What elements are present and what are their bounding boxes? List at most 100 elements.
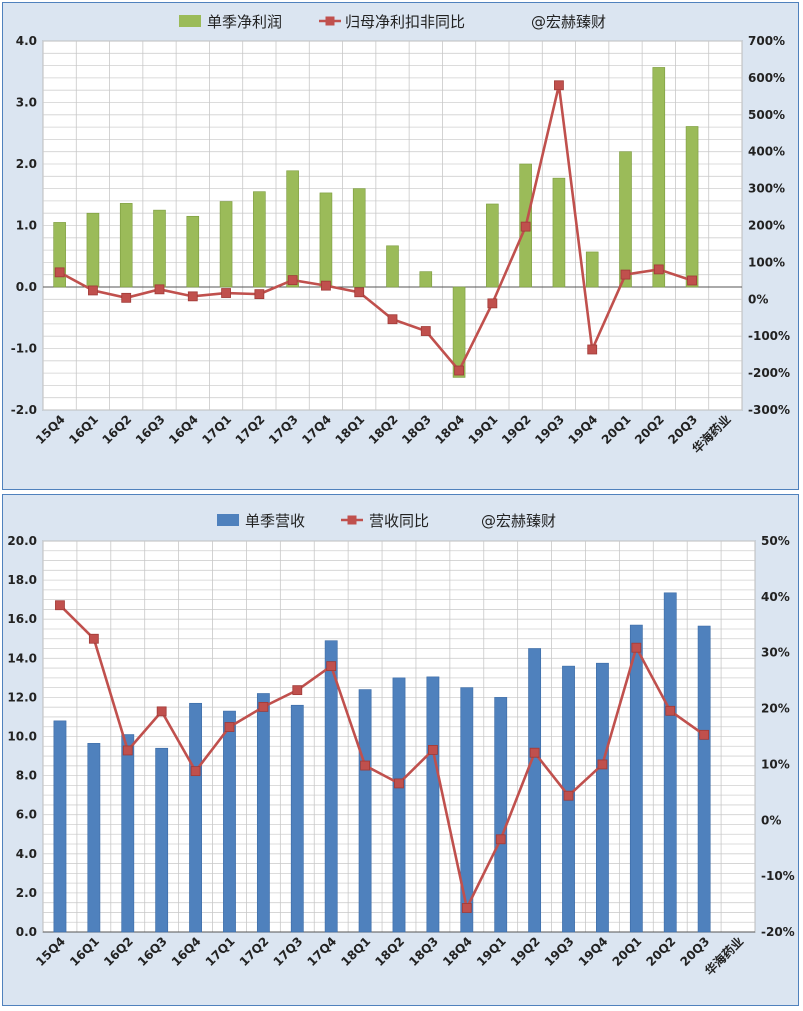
line-marker-20Q1	[620, 269, 631, 280]
bar-17Q2	[253, 191, 266, 288]
profit-chart-panel: 4.0 3.0 2.0 1.0 0.0 -1.0 -2.0 700% 600% 500% 400% 3…	[2, 2, 799, 490]
x-tick-label: 15Q4	[33, 412, 68, 447]
y-left-tick-label: 8.0	[16, 769, 37, 783]
x-tick-label: 17Q1	[203, 934, 238, 969]
line-marker-18Q2	[387, 314, 398, 325]
line-marker-16Q1	[88, 633, 99, 644]
line-marker-17Q4	[326, 661, 337, 672]
y-right-tick-label: 600%	[748, 71, 785, 85]
line-marker-19Q1	[487, 298, 498, 309]
x-tick-label: 17Q4	[304, 934, 339, 969]
line-marker-19Q3	[554, 80, 564, 91]
line-marker-20Q2	[653, 264, 664, 275]
bar-18Q2	[392, 677, 406, 933]
y-left-tick-label: 4.0	[16, 34, 37, 48]
legend-bar-label: 单季净利润	[207, 13, 282, 31]
y-left-tick-label: 12.0	[7, 690, 37, 704]
bar-20Q1	[619, 151, 632, 288]
y-right-tick-label: 50%	[761, 534, 790, 548]
bar-17Q3	[286, 170, 299, 288]
x-tick-label: 17Q2	[233, 412, 268, 447]
bar-16Q3	[155, 747, 169, 933]
line-marker-18Q4	[461, 903, 472, 913]
x-tick-label: 16Q1	[67, 934, 102, 969]
line-marker-17Q3	[292, 685, 303, 696]
x-tick-label: 16Q1	[66, 412, 101, 447]
x-tick-label: 18Q1	[338, 934, 373, 969]
line-marker-18Q3	[420, 326, 431, 336]
bar-20Q2	[652, 67, 666, 288]
profit-chart: 4.0 3.0 2.0 1.0 0.0 -1.0 -2.0 700% 600% 500% 400% 3…	[11, 13, 790, 456]
y-left-tick-label: 1.0	[16, 219, 37, 233]
line-marker-17Q4	[321, 280, 331, 291]
y-right-tick-label: -300%	[748, 403, 790, 417]
bar-16Q3	[153, 209, 166, 288]
y-left-tick-label: 6.0	[16, 808, 37, 822]
bar-16Q2	[119, 203, 133, 288]
bar-18Q3	[426, 676, 440, 933]
bar-20Q1	[629, 624, 643, 933]
y-right-tick-label: 0%	[761, 813, 781, 827]
line-marker-19Q4	[597, 759, 608, 770]
x-tick-label: 15Q4	[33, 934, 68, 969]
line-marker-17Q1	[224, 722, 235, 732]
bar-19Q3	[552, 177, 566, 288]
line-marker-20Q1	[631, 642, 642, 653]
x-tick-label: 18Q4	[440, 934, 475, 969]
bar-17Q3	[290, 704, 304, 933]
x-tick-label: 19Q2	[508, 934, 543, 969]
y-right-tick-label: -100%	[748, 329, 790, 343]
legend-line-marker	[325, 16, 335, 26]
bar-19Q1	[494, 697, 508, 933]
line-marker-17Q3	[287, 275, 298, 286]
y-right-tick-label: 200%	[748, 219, 785, 233]
x-tick-label: 19Q3	[532, 412, 567, 447]
x-tick-label: 17Q2	[237, 934, 272, 969]
bar-20Q2	[663, 592, 677, 933]
line-marker-18Q1	[354, 287, 365, 298]
y-right-tick-label: 0%	[748, 292, 768, 306]
y-left-tick-label: 16.0	[7, 612, 37, 626]
line-marker-15Q4	[54, 267, 65, 278]
y-left-tick-label: 3.0	[16, 96, 37, 110]
x-tick-label: 18Q4	[432, 412, 467, 447]
line-marker-19Q2	[520, 221, 531, 232]
y-left-tick-label: 2.0	[16, 157, 37, 171]
x-tick-label: 18Q3	[399, 412, 434, 447]
x-tick-label: 16Q2	[100, 412, 135, 447]
bar-19Q4	[596, 662, 609, 933]
bar-17Q2	[256, 693, 270, 933]
watermark-label: @宏赫臻财	[481, 512, 556, 530]
line-marker-16Q2	[121, 292, 132, 303]
bar-18Q4	[460, 687, 474, 933]
y-left-tick-label: 0.0	[16, 925, 37, 939]
line-marker-16Q4	[190, 766, 201, 777]
y-right-tick-label: 500%	[748, 108, 785, 122]
bar-18Q3	[419, 271, 433, 288]
y-left-tick-label: -1.0	[11, 342, 37, 356]
bar-18Q2	[386, 245, 399, 288]
revenue-chart-panel: 20.0 18.0 16.0 14.0 12.0 10.0 8.0 6.0 4.0 2.0 0.0 5…	[2, 494, 799, 1006]
y-left-tick-label: 10.0	[7, 730, 37, 744]
y-left-tick-label: 14.0	[7, 651, 37, 665]
bar-17Q4	[324, 640, 338, 933]
bar-17Q1	[219, 201, 233, 288]
x-tick-label: 16Q2	[101, 934, 136, 969]
y-left-tick-label: 4.0	[16, 847, 37, 861]
x-tick-label: 19Q4	[566, 412, 601, 447]
line-marker-18Q1	[360, 760, 370, 771]
x-tick-label: 17Q4	[299, 412, 334, 447]
line-marker-19Q1	[495, 834, 506, 845]
y-right-tick-label: 40%	[761, 590, 790, 604]
y-right-tick-label: 400%	[748, 145, 785, 159]
bar-15Q4	[53, 222, 66, 288]
x-tick-label: 17Q1	[199, 412, 234, 447]
x-tick-label: 20Q2	[644, 934, 679, 969]
y-right-tick-label: -20%	[761, 925, 795, 939]
line-marker-20Q3	[699, 729, 710, 740]
x-tick-label: 19Q1	[466, 412, 501, 447]
legend-line-label: 归母净利扣非同比	[345, 13, 465, 31]
x-tick-label: 18Q1	[333, 412, 368, 447]
line-marker-18Q4	[454, 365, 464, 376]
legend-line-marker	[347, 515, 357, 525]
